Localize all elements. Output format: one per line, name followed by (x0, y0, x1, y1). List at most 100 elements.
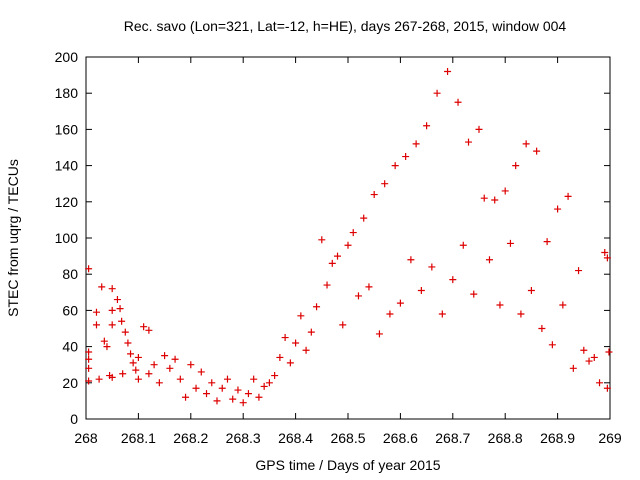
data-point (218, 384, 226, 392)
data-point (286, 359, 294, 367)
data-point (85, 377, 93, 385)
data-point (449, 276, 457, 284)
data-point (334, 252, 342, 260)
data-point (92, 308, 100, 316)
data-point (292, 339, 300, 347)
data-point (281, 334, 289, 342)
data-point (208, 379, 216, 387)
data-point (470, 290, 478, 298)
data-point (580, 346, 588, 354)
data-point (297, 312, 305, 320)
data-point (223, 375, 231, 383)
data-point (480, 194, 488, 202)
data-point (603, 254, 611, 262)
y-tick-label: 200 (55, 49, 79, 65)
y-tick-labels: 0 20 40 60 80 100 120 140 160 180 200 (55, 49, 79, 427)
x-tick-label: 268.3 (226, 430, 261, 446)
data-point (124, 339, 132, 347)
data-point (103, 343, 111, 351)
x-tick-label: 268.5 (330, 430, 365, 446)
data-point (465, 138, 473, 146)
y-tick-label: 100 (55, 230, 79, 246)
data-points (85, 67, 613, 407)
data-point (276, 353, 284, 361)
data-point (554, 205, 562, 213)
data-point (182, 393, 190, 401)
x-axis-label: GPS time / Days of year 2015 (255, 457, 440, 473)
data-point (375, 330, 383, 338)
x-tick-label: 268.2 (173, 430, 208, 446)
data-point (140, 323, 148, 331)
data-point (92, 321, 100, 329)
data-point (161, 352, 169, 360)
data-point (564, 192, 572, 200)
data-point (121, 328, 129, 336)
data-point (271, 372, 279, 380)
data-point (412, 140, 420, 148)
data-point (501, 187, 509, 195)
data-point (250, 375, 258, 383)
data-point (176, 375, 184, 383)
data-point (605, 348, 613, 356)
data-point (118, 317, 126, 325)
data-point (318, 236, 326, 244)
data-point (307, 328, 315, 336)
y-tick-label: 140 (55, 158, 79, 174)
x-tick-label: 268.9 (540, 430, 575, 446)
data-point (496, 301, 504, 309)
data-point (98, 283, 106, 291)
data-point (192, 384, 200, 392)
y-tick-label: 60 (62, 302, 78, 318)
data-point (116, 305, 124, 313)
data-point (381, 180, 389, 188)
y-tick-label: 180 (55, 85, 79, 101)
data-point (239, 399, 247, 407)
data-point (108, 321, 116, 329)
data-point (396, 299, 404, 307)
data-point (229, 395, 237, 403)
data-point (454, 98, 462, 106)
data-point (85, 364, 93, 372)
data-point (370, 191, 378, 199)
data-point (575, 267, 583, 275)
data-point (402, 153, 410, 161)
data-point (323, 281, 331, 289)
data-point (522, 140, 530, 148)
data-point (203, 390, 211, 398)
data-point (302, 346, 310, 354)
data-point (475, 125, 483, 133)
data-point (85, 348, 93, 356)
data-point (527, 286, 535, 294)
data-point (601, 248, 609, 256)
plot-frame (85, 56, 611, 420)
data-point (150, 361, 158, 369)
data-point (265, 379, 273, 387)
x-tick-label: 268.4 (278, 430, 313, 446)
data-point (444, 67, 452, 75)
data-point (417, 286, 425, 294)
y-tick-label: 40 (62, 339, 78, 355)
data-point (459, 241, 467, 249)
data-point (166, 364, 174, 372)
data-point (108, 285, 116, 293)
data-point (603, 384, 611, 392)
x-tick-label: 268.8 (488, 430, 523, 446)
data-point (134, 375, 142, 383)
data-point (145, 326, 153, 334)
data-point (260, 382, 268, 390)
data-point (100, 337, 108, 345)
data-point (134, 353, 142, 361)
data-point (391, 162, 399, 170)
data-point (344, 241, 352, 249)
data-point (590, 353, 598, 361)
data-point (255, 393, 263, 401)
data-point (171, 355, 179, 363)
data-point (129, 359, 137, 367)
data-point (145, 370, 153, 378)
y-tick-label: 160 (55, 121, 79, 137)
data-point (433, 89, 441, 97)
data-point (365, 283, 373, 291)
data-point (569, 364, 577, 372)
data-point (328, 259, 336, 267)
